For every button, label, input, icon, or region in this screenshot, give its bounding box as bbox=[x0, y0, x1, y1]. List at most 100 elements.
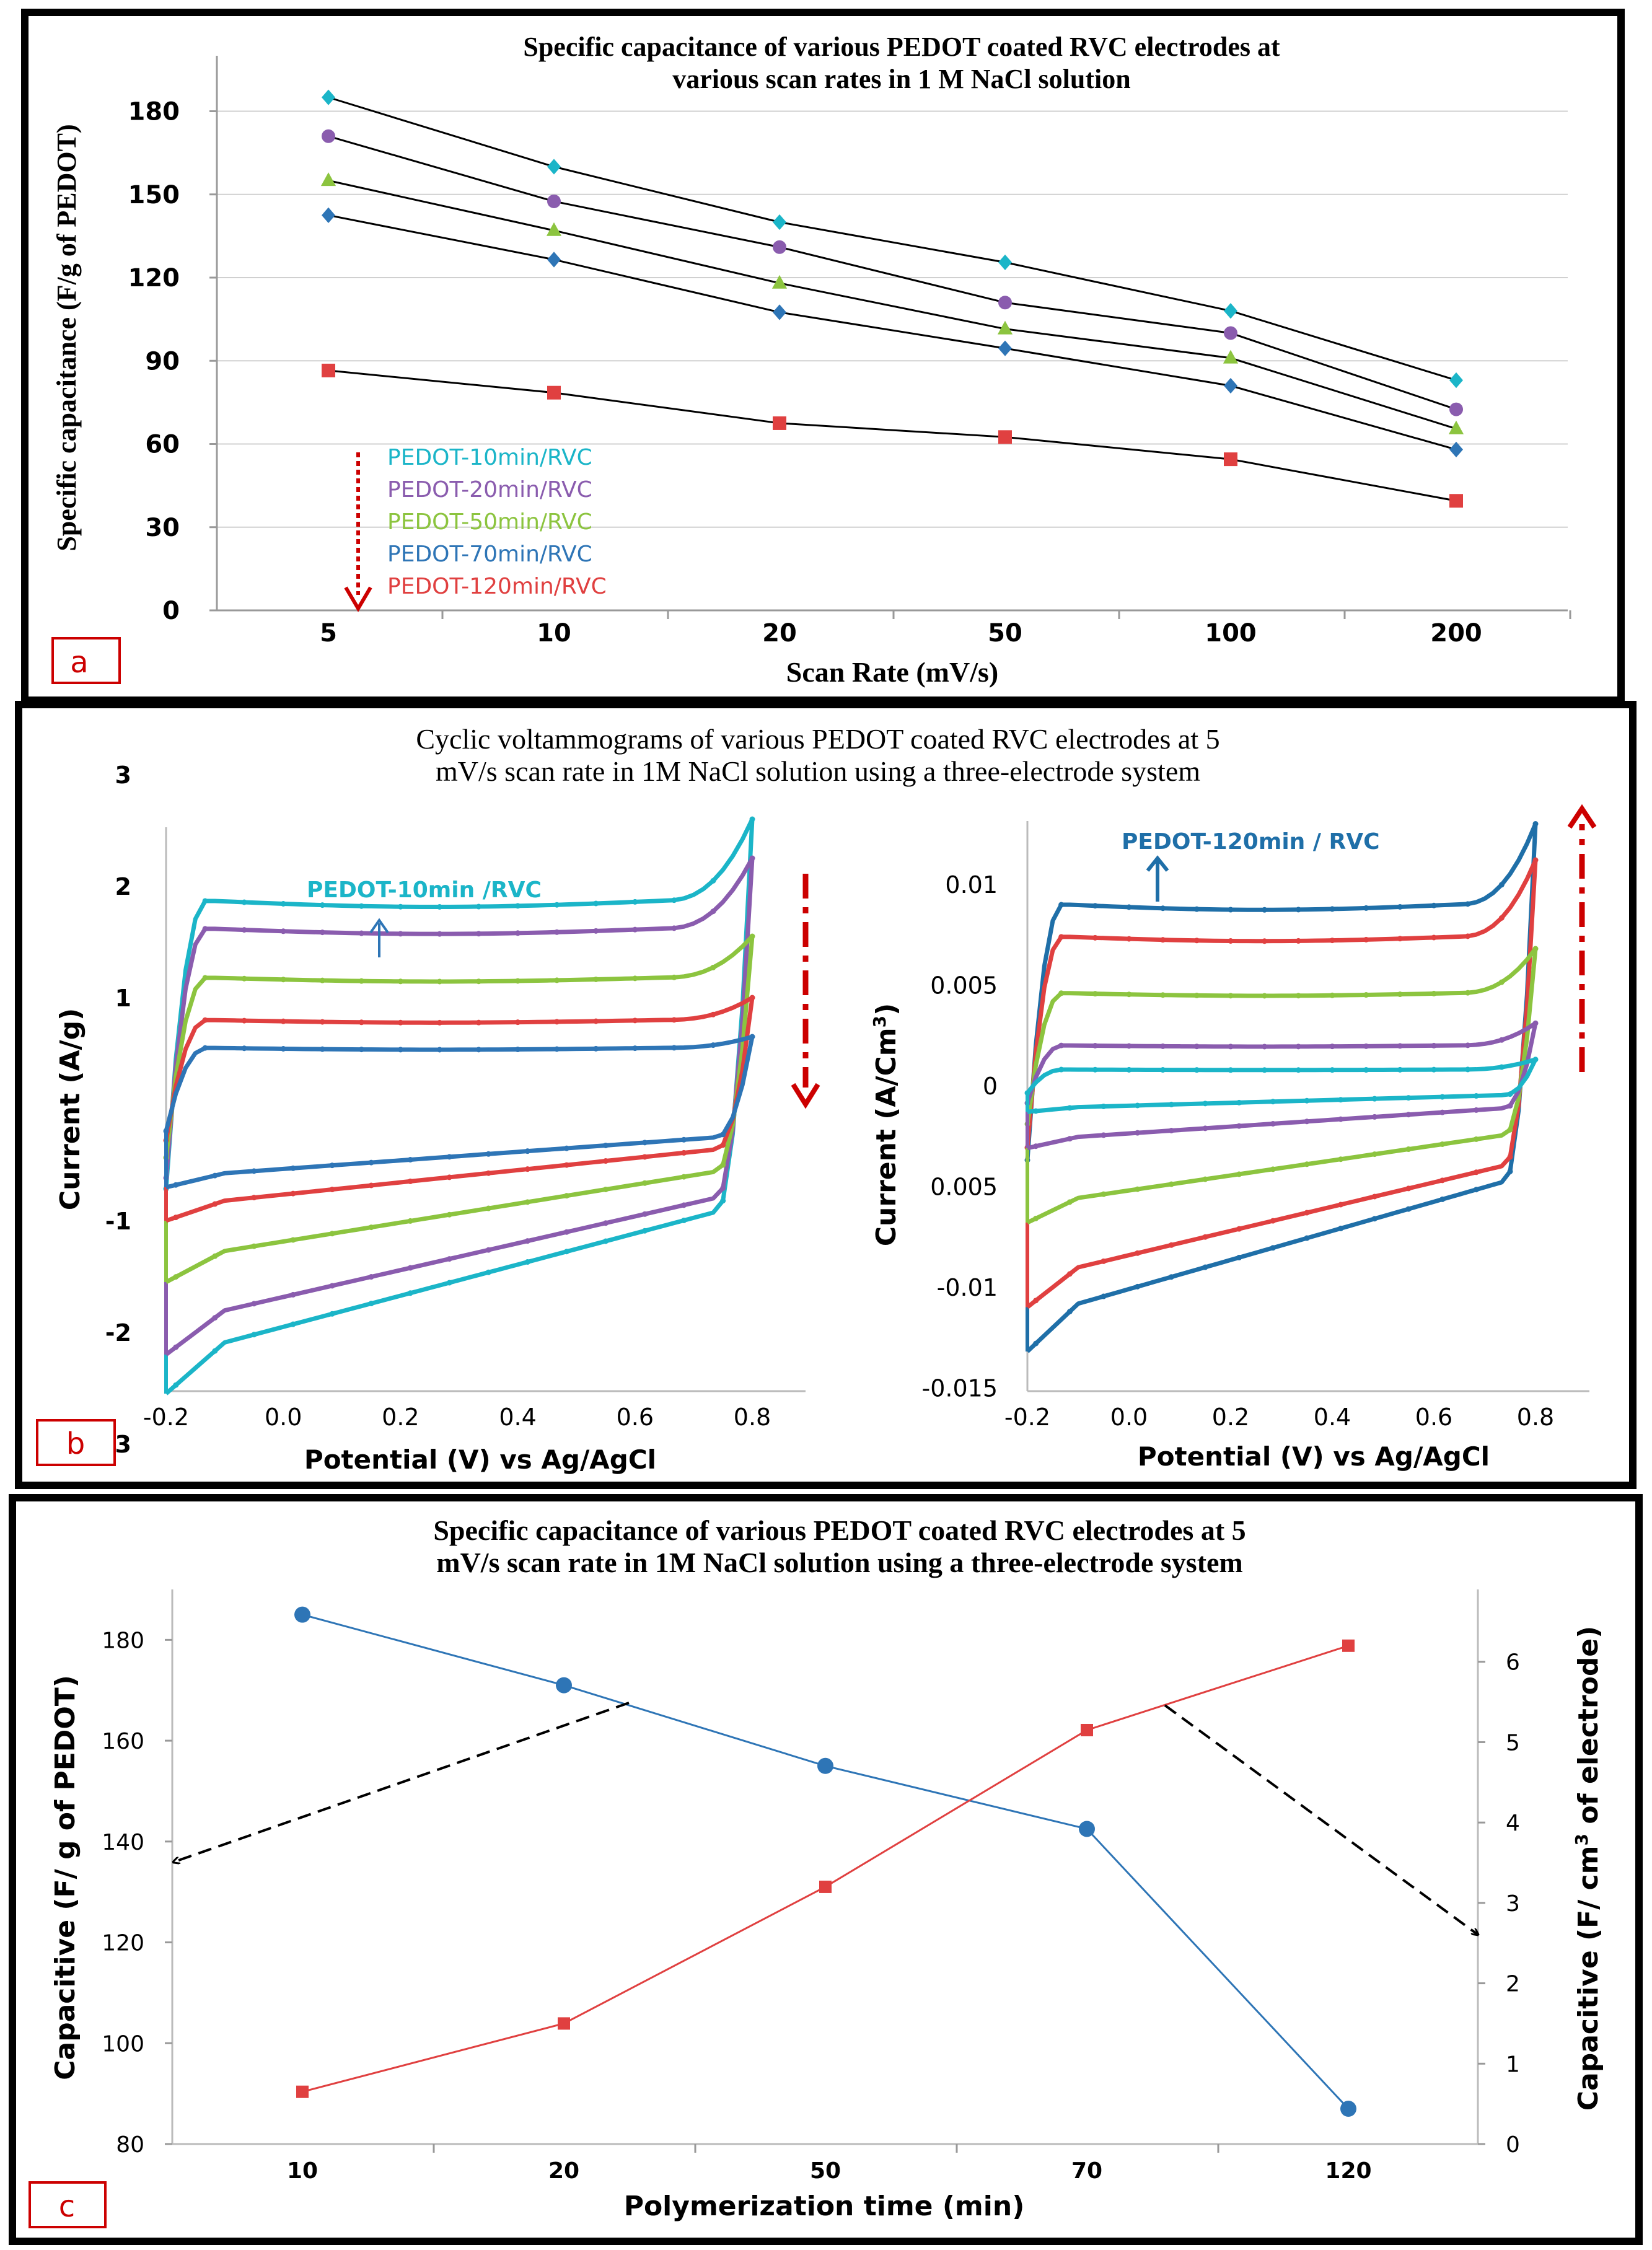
panel-b-right-curve-point bbox=[1033, 1143, 1039, 1149]
panel-b-left-curve-point bbox=[446, 1154, 452, 1160]
panel-b-left-curve-point bbox=[173, 1182, 179, 1188]
panel-b-left-curve-point bbox=[671, 1045, 677, 1051]
panel-b-left-curve-point bbox=[290, 1291, 296, 1298]
panel-b-right-curve-point bbox=[1160, 992, 1166, 998]
panel-b-right-curve-point bbox=[1473, 1093, 1479, 1099]
panel-b-right-curve-point bbox=[1058, 1042, 1065, 1048]
panel-b-right-curve-point bbox=[1439, 1109, 1446, 1115]
panel-b-right-curve-point bbox=[1431, 1042, 1437, 1048]
panel-b-right-curve-point bbox=[1270, 1099, 1276, 1105]
panel-a-label-box bbox=[51, 637, 121, 684]
panel-b-left-curve-point bbox=[710, 908, 716, 915]
panel-a-point bbox=[1224, 326, 1237, 340]
panel-b-right-curve-point bbox=[1338, 1225, 1344, 1231]
panel-b-right-trend-arrowhead bbox=[1567, 804, 1597, 829]
panel-b-left-curve-point bbox=[485, 1205, 491, 1211]
panel-b-right-curve-point bbox=[1439, 1196, 1446, 1202]
panel-b-left-curve-point bbox=[436, 978, 442, 985]
panel-b-left-curve-point bbox=[212, 1315, 218, 1321]
panel-b-left-curve-point bbox=[280, 1045, 286, 1052]
panel-b-right-curve-point bbox=[1295, 907, 1301, 913]
panel-b-right-curve-point bbox=[1033, 1340, 1039, 1347]
panel-b-left-curve-point bbox=[436, 903, 442, 910]
panel-b-right-curve-point bbox=[1101, 1132, 1107, 1138]
panel-a-legend-entry: PEDOT-50min/RVC bbox=[387, 509, 592, 535]
panel-b-right-curve-point bbox=[1329, 1067, 1335, 1073]
panel-b-right-curve-point bbox=[1498, 915, 1505, 921]
panel-b-right-curve-point bbox=[1160, 1067, 1166, 1073]
panel-b-right-curve-point bbox=[1228, 1067, 1234, 1073]
panel-b-left-y-tick-label: 1 bbox=[115, 985, 131, 1012]
panel-b-right-curve-point bbox=[1363, 992, 1369, 998]
panel-b-right-curve-point bbox=[1058, 902, 1065, 908]
panel-c-left-pointer-arrow bbox=[174, 1702, 630, 1862]
panel-b-right-curve-point bbox=[1507, 1168, 1513, 1174]
panel-b-left-curve-point bbox=[632, 975, 638, 982]
panel-b-right-curve-point bbox=[1431, 990, 1437, 996]
panel-b-left-curve-point bbox=[368, 1224, 374, 1231]
panel-a-legend: PEDOT-10min/RVC PEDOT-20min/RVC PEDOT-50mi… bbox=[387, 445, 607, 599]
panel-c-right-tick-label: 2 bbox=[1506, 1972, 1520, 1997]
panel-b-left-curve-point bbox=[241, 899, 247, 905]
panel-b-right-curve-point bbox=[1439, 1094, 1446, 1100]
panel-b-right-curve-point bbox=[1236, 1226, 1242, 1232]
panel-a-point bbox=[998, 254, 1012, 271]
panel-b-right-curve-point bbox=[1473, 1107, 1479, 1113]
panel-c-x-tick-label: 50 bbox=[810, 2158, 841, 2184]
panel-b-right-x-tick-label: 0.4 bbox=[1314, 1404, 1351, 1431]
panel-a: Specific capacitance of various PEDOT co… bbox=[21, 9, 1625, 704]
panel-c-ylabel-right-main: Capacitive (F/ cm bbox=[1573, 1845, 1604, 2111]
panel-a-legend-entry: PEDOT-20min/RVC bbox=[387, 477, 592, 503]
panel-a-point bbox=[547, 159, 561, 175]
panel-a-x-tick-label: 50 bbox=[988, 619, 1022, 648]
panel-c-x-tick-label: 70 bbox=[1071, 2158, 1102, 2184]
panel-b-right-curve-point bbox=[1371, 1193, 1377, 1200]
panel-b-left-curve-point bbox=[251, 1243, 257, 1249]
panel-b-right-curve-point bbox=[1262, 1044, 1268, 1050]
panel-b-title-line-2: mV/s scan rate in 1M NaCl solution using… bbox=[436, 755, 1200, 787]
panel-b-left-curve-point bbox=[397, 903, 403, 910]
panel-a-label: a bbox=[70, 645, 88, 680]
panel-b-right-annotation: PEDOT-120min / RVC bbox=[1122, 829, 1380, 855]
panel-b-right-curve-point bbox=[1304, 1210, 1310, 1216]
panel-b-left-curve-point bbox=[290, 1321, 296, 1327]
panel-a-point bbox=[1224, 377, 1237, 394]
panel-b: Cyclic voltammograms of various PEDOT co… bbox=[15, 701, 1637, 1489]
panel-b-left-curve-point bbox=[202, 898, 208, 904]
panel-b-right-curve-point bbox=[1405, 1146, 1412, 1153]
panel-b-left-curve-point bbox=[554, 1046, 560, 1052]
panel-a-y-tick-label: 60 bbox=[145, 431, 180, 459]
panel-b-left-curve-point bbox=[710, 877, 716, 884]
panel-b-right-curve-point bbox=[1304, 1118, 1310, 1125]
panel-b-left-curve-point bbox=[446, 1211, 452, 1218]
panel-b-left-curve-point bbox=[241, 927, 247, 933]
panel-b-label-box bbox=[36, 1419, 116, 1466]
panel-b-right-curve-point bbox=[1498, 1037, 1505, 1043]
panel-b-left-curve-point bbox=[436, 931, 442, 937]
panel-b-left-x-tick-label: -0.2 bbox=[143, 1404, 189, 1431]
panel-a-point bbox=[771, 275, 788, 289]
panel-b-left-curve-point bbox=[358, 930, 364, 936]
panel-b-right-curve-point bbox=[1295, 938, 1301, 944]
panel-b-right-y-tick-label: 0 bbox=[983, 1073, 998, 1100]
panel-c-x-tick-label: 10 bbox=[287, 2158, 318, 2184]
panel-a-title-line-1: Specific capacitance of various PEDOT co… bbox=[523, 32, 1280, 62]
panel-b-right-curve-point bbox=[1507, 1154, 1513, 1160]
panel-c-point bbox=[819, 1880, 832, 1893]
panel-b-right-curve-point bbox=[1092, 934, 1098, 941]
panel-b-left-curve-point bbox=[554, 1019, 560, 1025]
panel-b-right-curve-point bbox=[1135, 1250, 1141, 1256]
panel-b-left-curve-point bbox=[720, 1185, 726, 1191]
panel-b-right-curve-point bbox=[1168, 1274, 1174, 1280]
panel-b-right-curve-point bbox=[1507, 1091, 1513, 1097]
panel-b-right-curve-point bbox=[1228, 993, 1234, 999]
panel-b-left-curve-point bbox=[476, 1047, 482, 1053]
panel-b-left-curve-point bbox=[280, 900, 286, 907]
panel-b-left-curve-point bbox=[485, 1247, 491, 1253]
panel-b-right-curve-point bbox=[1498, 882, 1505, 888]
panel-b-left-y-tick-label: 3 bbox=[115, 762, 131, 789]
panel-b-right-curve-point bbox=[1236, 1171, 1242, 1177]
panel-c-ylabel-right-tail: of electrode) bbox=[1573, 1626, 1604, 1834]
panel-b-right-x-tick-label: 0.0 bbox=[1110, 1404, 1148, 1431]
panel-b-right-curve-point bbox=[1202, 1101, 1208, 1107]
